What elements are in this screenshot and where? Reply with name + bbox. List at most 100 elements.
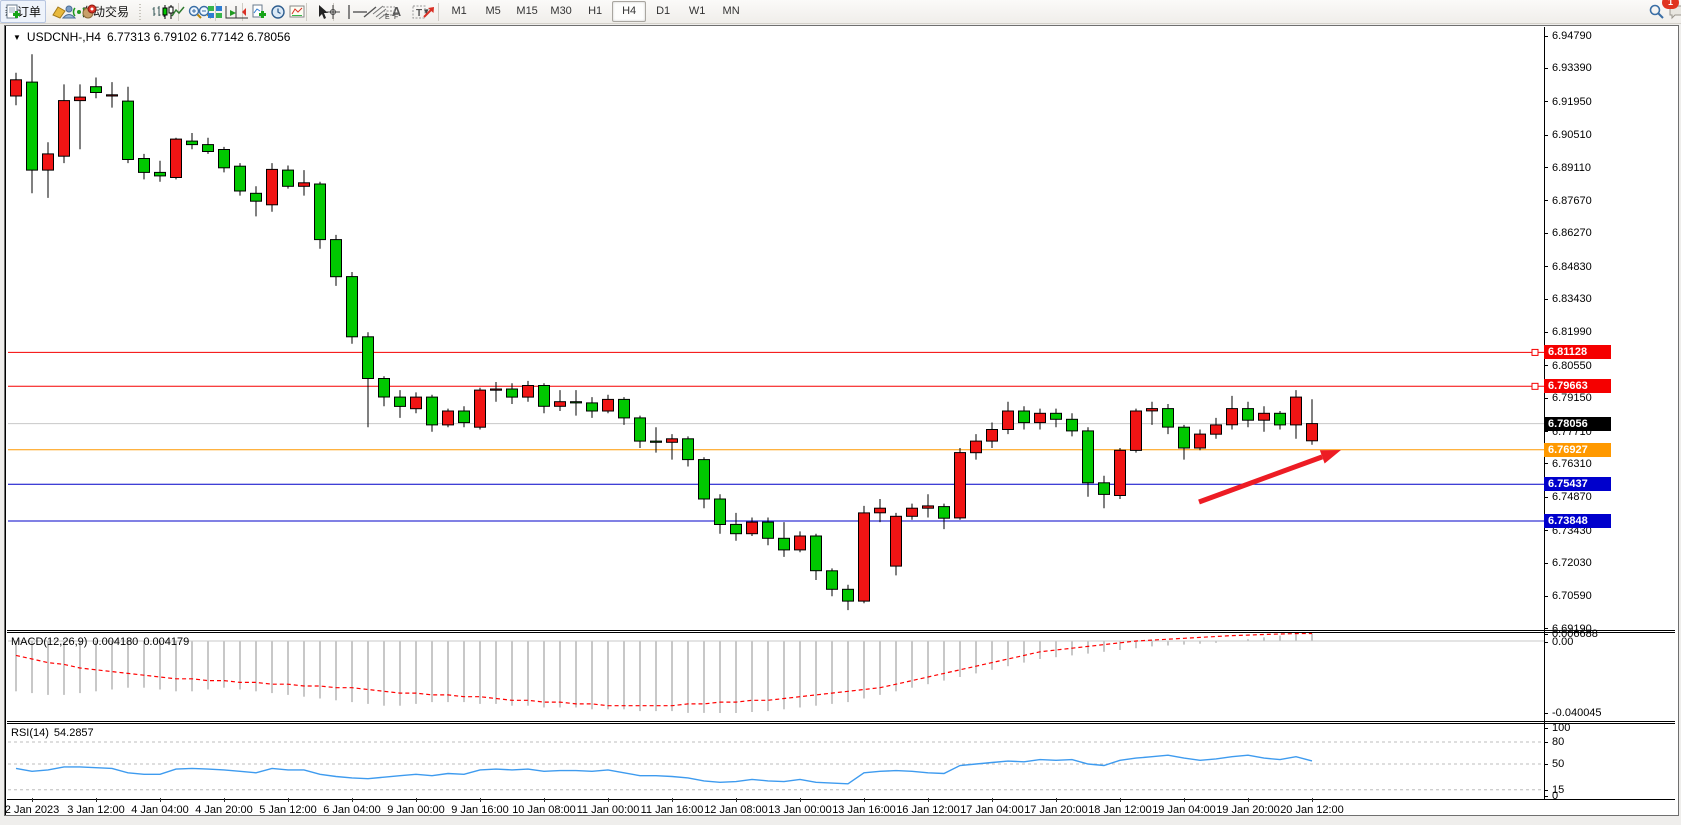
candlestick[interactable] [106,94,118,97]
trend-arrow-shaft[interactable] [1198,454,1324,505]
time-axis-label[interactable]: 19 Jan 20:00 [1216,804,1280,816]
vertical-line-tool[interactable] [337,0,350,23]
candlestick[interactable] [506,388,518,398]
candlestick[interactable] [634,417,646,442]
data-window-button[interactable] [56,0,77,23]
new-order-button[interactable]: 新订单 [0,0,47,23]
candlestick[interactable] [442,410,454,426]
candlestick[interactable] [986,429,998,442]
arrows-tool[interactable]: ▼ [416,0,435,23]
candlestick[interactable] [730,523,742,535]
candlestick[interactable] [1082,430,1094,484]
candlestick[interactable] [186,140,198,146]
candlestick[interactable] [298,182,310,187]
candlestick[interactable] [1130,410,1142,451]
candlestick[interactable] [26,81,38,171]
time-axis-label[interactable]: 9 Jan 16:00 [451,804,509,816]
cursor-button[interactable] [310,0,328,23]
text-tool[interactable]: A [387,0,406,23]
candlestick[interactable] [842,588,854,602]
timeframe-h1[interactable]: H1 [588,5,603,17]
time-axis-label[interactable]: 17 Jan 20:00 [1024,804,1088,816]
indicators-button[interactable]: ▼ [246,0,267,23]
time-axis-label[interactable]: 4 Jan 20:00 [195,804,253,816]
time-axis[interactable]: 2 Jan 2023 3 Jan 12:00 4 Jan 04:00 4 Jan 20… [5,798,1673,816]
candlestick[interactable] [746,521,758,535]
tile-windows-button[interactable] [202,0,223,23]
auto-scroll-button[interactable] [219,0,239,23]
candlestick[interactable] [346,276,358,338]
candlestick[interactable] [378,378,390,398]
candlestick[interactable] [74,96,86,102]
time-axis-label[interactable]: 6 Jan 04:00 [323,804,381,816]
macd-pane[interactable] [8,633,1544,721]
candlestick[interactable] [330,239,342,278]
periods-button[interactable]: ▼ [265,0,285,23]
candlestick[interactable] [906,507,918,517]
candlestick[interactable] [1258,412,1270,421]
timeframe-m15[interactable]: M15 [516,5,538,17]
candlestick[interactable] [1306,423,1318,442]
candlestick[interactable] [890,515,902,567]
candlestick[interactable] [90,86,102,94]
candlestick[interactable] [666,438,678,443]
timeframe-w1[interactable]: W1 [688,5,706,17]
candlestick[interactable] [218,149,230,169]
candlestick[interactable] [1034,412,1046,424]
line-chart-button[interactable] [165,0,185,23]
candlestick[interactable] [1194,433,1206,449]
candlestick[interactable] [1002,410,1014,430]
rsi-pane[interactable] [8,724,1544,799]
chart-shift-button[interactable] [229,0,249,23]
timeframe-d1[interactable]: D1 [656,5,671,17]
time-axis-label[interactable]: 10 Jan 08:00 [512,804,576,816]
candlestick[interactable] [1178,426,1190,449]
candlestick[interactable] [762,521,774,539]
time-axis-label[interactable]: 3 Jan 12:00 [67,804,125,816]
equidistant-channel-tool[interactable]: E [367,0,390,23]
time-axis-label[interactable]: 13 Jan 00:00 [768,804,832,816]
candlestick[interactable] [682,438,694,461]
candlestick[interactable] [858,512,870,602]
zoom-in-button[interactable] [182,0,202,23]
candlestick[interactable] [458,410,470,424]
candlestick[interactable] [586,402,598,412]
candlestick[interactable] [1226,408,1238,426]
pane-splitter[interactable] [7,721,1675,724]
candlestick[interactable] [138,158,150,173]
candlestick[interactable] [970,440,982,454]
candlestick[interactable] [922,505,934,509]
candlestick[interactable] [1066,418,1078,432]
price-tag[interactable]: 6.79663 [1544,379,1611,394]
auto-trading-button[interactable]: 自动交易 [76,0,134,23]
toolbar-drag-handle[interactable] [138,3,144,20]
templates-button[interactable]: ▼ [284,0,305,23]
candlestick[interactable] [778,537,790,551]
line-handle[interactable] [1531,348,1539,356]
candlestick[interactable] [10,79,22,97]
candlestick[interactable] [250,192,262,202]
time-axis-label[interactable]: 16 Jan 12:00 [896,804,960,816]
candlestick[interactable] [474,389,486,428]
candlestick[interactable] [554,401,566,407]
candlestick[interactable] [522,385,534,398]
candlestick[interactable] [698,459,710,500]
candlestick[interactable] [282,169,294,187]
candlestick[interactable] [1018,410,1030,424]
candlestick[interactable] [1114,449,1126,496]
candlestick[interactable] [826,570,838,590]
candlestick[interactable] [394,396,406,407]
candlestick[interactable] [1274,412,1286,426]
trendline-tool[interactable] [357,0,377,23]
time-axis-label[interactable]: 5 Jan 12:00 [259,804,317,816]
candlestick[interactable] [266,168,278,206]
candlestick[interactable] [170,138,182,178]
candlestick[interactable] [1050,412,1062,420]
candlestick[interactable] [154,171,166,177]
candlestick[interactable] [490,388,502,391]
time-axis-label[interactable]: 17 Jan 04:00 [960,804,1024,816]
candlestick[interactable] [538,385,550,407]
price-tag[interactable]: 6.78056 [1544,416,1611,431]
candlestick-chart-button[interactable] [155,0,174,23]
pane-splitter[interactable] [7,630,1675,633]
